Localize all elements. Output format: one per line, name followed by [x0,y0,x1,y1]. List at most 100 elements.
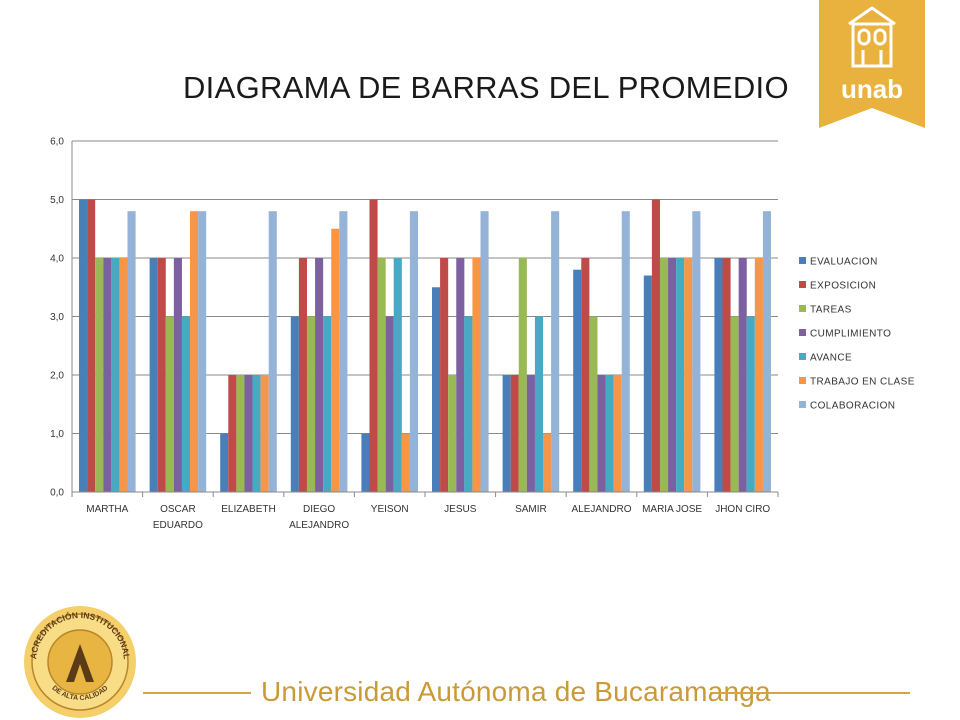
bar [526,375,535,492]
bar [613,375,622,492]
bar [111,258,120,492]
bar [534,316,544,492]
bar [339,211,348,492]
bar [456,258,465,492]
bar [684,258,693,492]
bar [236,375,245,492]
bar [79,199,88,492]
university-name: Universidad Autónoma de Bucaramanga [261,676,771,707]
y-tick-label: 6,0 [50,137,64,148]
bar [228,375,237,492]
bar [573,269,582,492]
x-tick-label: DIEGO ALEJANDRO [289,504,349,531]
bar [119,258,128,492]
bar [518,258,527,492]
bar [714,258,723,492]
legend-swatch [799,377,806,384]
legend-label: TAREAS [810,305,852,316]
bar [692,211,701,492]
bar [597,375,606,492]
bar [510,375,519,492]
bar [385,316,394,492]
bar [181,316,191,492]
bar [290,316,299,492]
bar [149,258,158,492]
legend-swatch [799,329,806,336]
legend-swatch [799,281,806,288]
bar [676,258,685,492]
legend-swatch [799,257,806,264]
bar [746,316,755,492]
x-tick-label: ELIZABETH [221,504,275,515]
bar [754,258,763,492]
legend-label: EVALUACION [810,257,878,268]
bar [157,258,166,492]
bar [306,316,316,492]
bar [551,211,560,492]
x-tick-label: ALEJANDRO [571,504,631,515]
legend-swatch [799,353,806,360]
bar [448,375,457,492]
y-tick-label: 5,0 [50,195,64,206]
bars [79,199,771,492]
bar [95,258,104,492]
slide-title: DIAGRAMA DE BARRAS DEL PROMEDIO [183,70,789,105]
bar [331,228,340,492]
footer-divider-left [143,692,251,694]
legend-swatch [799,305,806,312]
legend-label: CUMPLIMIENTO [810,329,891,340]
bar [393,258,402,492]
bar [659,258,669,492]
legend-label: TRABAJO EN CLASE [810,377,915,388]
bar [260,375,269,492]
bar [464,316,473,492]
bar [502,375,511,492]
bar [722,258,731,492]
x-tick-label: JHON CIRO [715,504,770,515]
bar [472,258,481,492]
bar [730,316,739,492]
x-tick-label: MARTHA [86,504,128,515]
logo-text: unab [841,74,903,104]
bar [440,258,449,492]
bar [173,258,182,492]
bar [127,211,136,492]
x-tick-label: OSCAR EDUARDO [153,504,203,531]
x-tick-label: MARIA JOSE [642,504,702,515]
bar [589,316,598,492]
bar [220,433,229,492]
bar [621,211,630,492]
bar [762,211,771,492]
legend: EVALUACION EXPOSICION TAREAS CUMPLIMIENTO AV… [799,257,915,412]
legend-swatch [799,401,806,408]
bar [605,375,614,492]
bar [268,211,277,492]
legend-label: EXPOSICION [810,281,876,292]
bar [738,258,747,492]
bar [87,199,96,492]
bar [369,199,378,492]
bar [165,316,174,492]
y-tick-label: 2,0 [50,371,64,382]
y-tick-label: 1,0 [50,429,64,440]
bar [298,258,307,492]
x-tick-label: JESUS [444,504,477,515]
y-tick-label: 4,0 [50,254,64,265]
bar [409,211,418,492]
bar [103,258,112,492]
x-tick-label: YEISON [371,504,409,515]
bar [401,433,410,492]
bar [244,375,253,492]
bar [432,287,441,492]
bar [377,258,386,492]
bar [543,433,552,492]
bar [643,275,652,492]
bar [668,258,677,492]
footer-divider-right [710,692,910,694]
bar [315,258,324,492]
bar [651,199,660,492]
bar [252,375,261,492]
bar [198,211,207,492]
legend-label: COLABORACION [810,401,895,412]
y-tick-label: 0,0 [50,488,64,499]
